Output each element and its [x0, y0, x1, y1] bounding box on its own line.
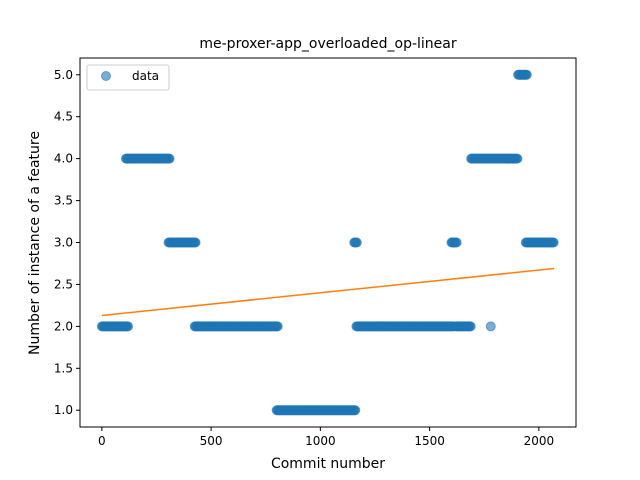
chart-title: me-proxer-app_overloaded_op-linear	[199, 36, 456, 52]
data-run-4	[271, 405, 361, 416]
plot-marks	[96, 69, 559, 416]
data-run-5	[349, 237, 362, 248]
y-tick-label: 1.0	[54, 403, 73, 417]
data-point	[465, 321, 476, 332]
legend-label-data: data	[132, 69, 159, 83]
data-point	[512, 153, 523, 164]
y-tick-label: 2.0	[54, 319, 73, 333]
x-tick-label: 0	[98, 434, 106, 448]
data-run-7	[446, 237, 462, 248]
y-tick-label: 3.5	[54, 194, 73, 208]
y-tick-label: 1.5	[54, 361, 73, 375]
data-point	[451, 237, 462, 248]
data-point	[351, 237, 362, 248]
data-run-2	[163, 237, 201, 248]
data-point	[548, 237, 559, 248]
x-tick-label: 2000	[524, 434, 555, 448]
data-point	[190, 237, 201, 248]
y-axis: 1.0 1.5 2.0 2.5 3.0 3.5 4.0 4.5 5.0	[54, 68, 80, 417]
data-point	[164, 153, 175, 164]
x-tick-label: 500	[200, 434, 223, 448]
data-point	[272, 321, 283, 332]
data-run-1	[120, 153, 175, 164]
data-point	[350, 405, 361, 416]
data-run-0	[96, 321, 134, 332]
y-tick-label: 5.0	[54, 68, 73, 82]
data-run-9	[466, 153, 523, 164]
data-point	[485, 321, 496, 332]
data-run-11	[520, 237, 559, 248]
data-run-6	[351, 321, 459, 332]
data-point	[521, 69, 532, 80]
x-tick-label: 1000	[305, 434, 336, 448]
y-tick-label: 3.0	[54, 236, 73, 250]
y-tick-label: 2.5	[54, 277, 73, 291]
x-tick-label: 1500	[414, 434, 445, 448]
x-axis-title: Commit number	[271, 456, 385, 472]
data-run-10	[513, 69, 532, 80]
legend-marker-data	[101, 71, 111, 81]
y-tick-label: 4.0	[54, 152, 73, 166]
data-run-3	[189, 321, 283, 332]
y-axis-title: Number of instance of a feature	[27, 131, 43, 355]
legend: data	[86, 64, 170, 91]
data-run-8	[450, 321, 476, 332]
y-tick-label: 4.5	[54, 110, 73, 124]
x-axis: 0 500 1000 1500 2000	[98, 427, 554, 448]
linear-fit-line	[101, 267, 555, 317]
data-point	[123, 321, 134, 332]
